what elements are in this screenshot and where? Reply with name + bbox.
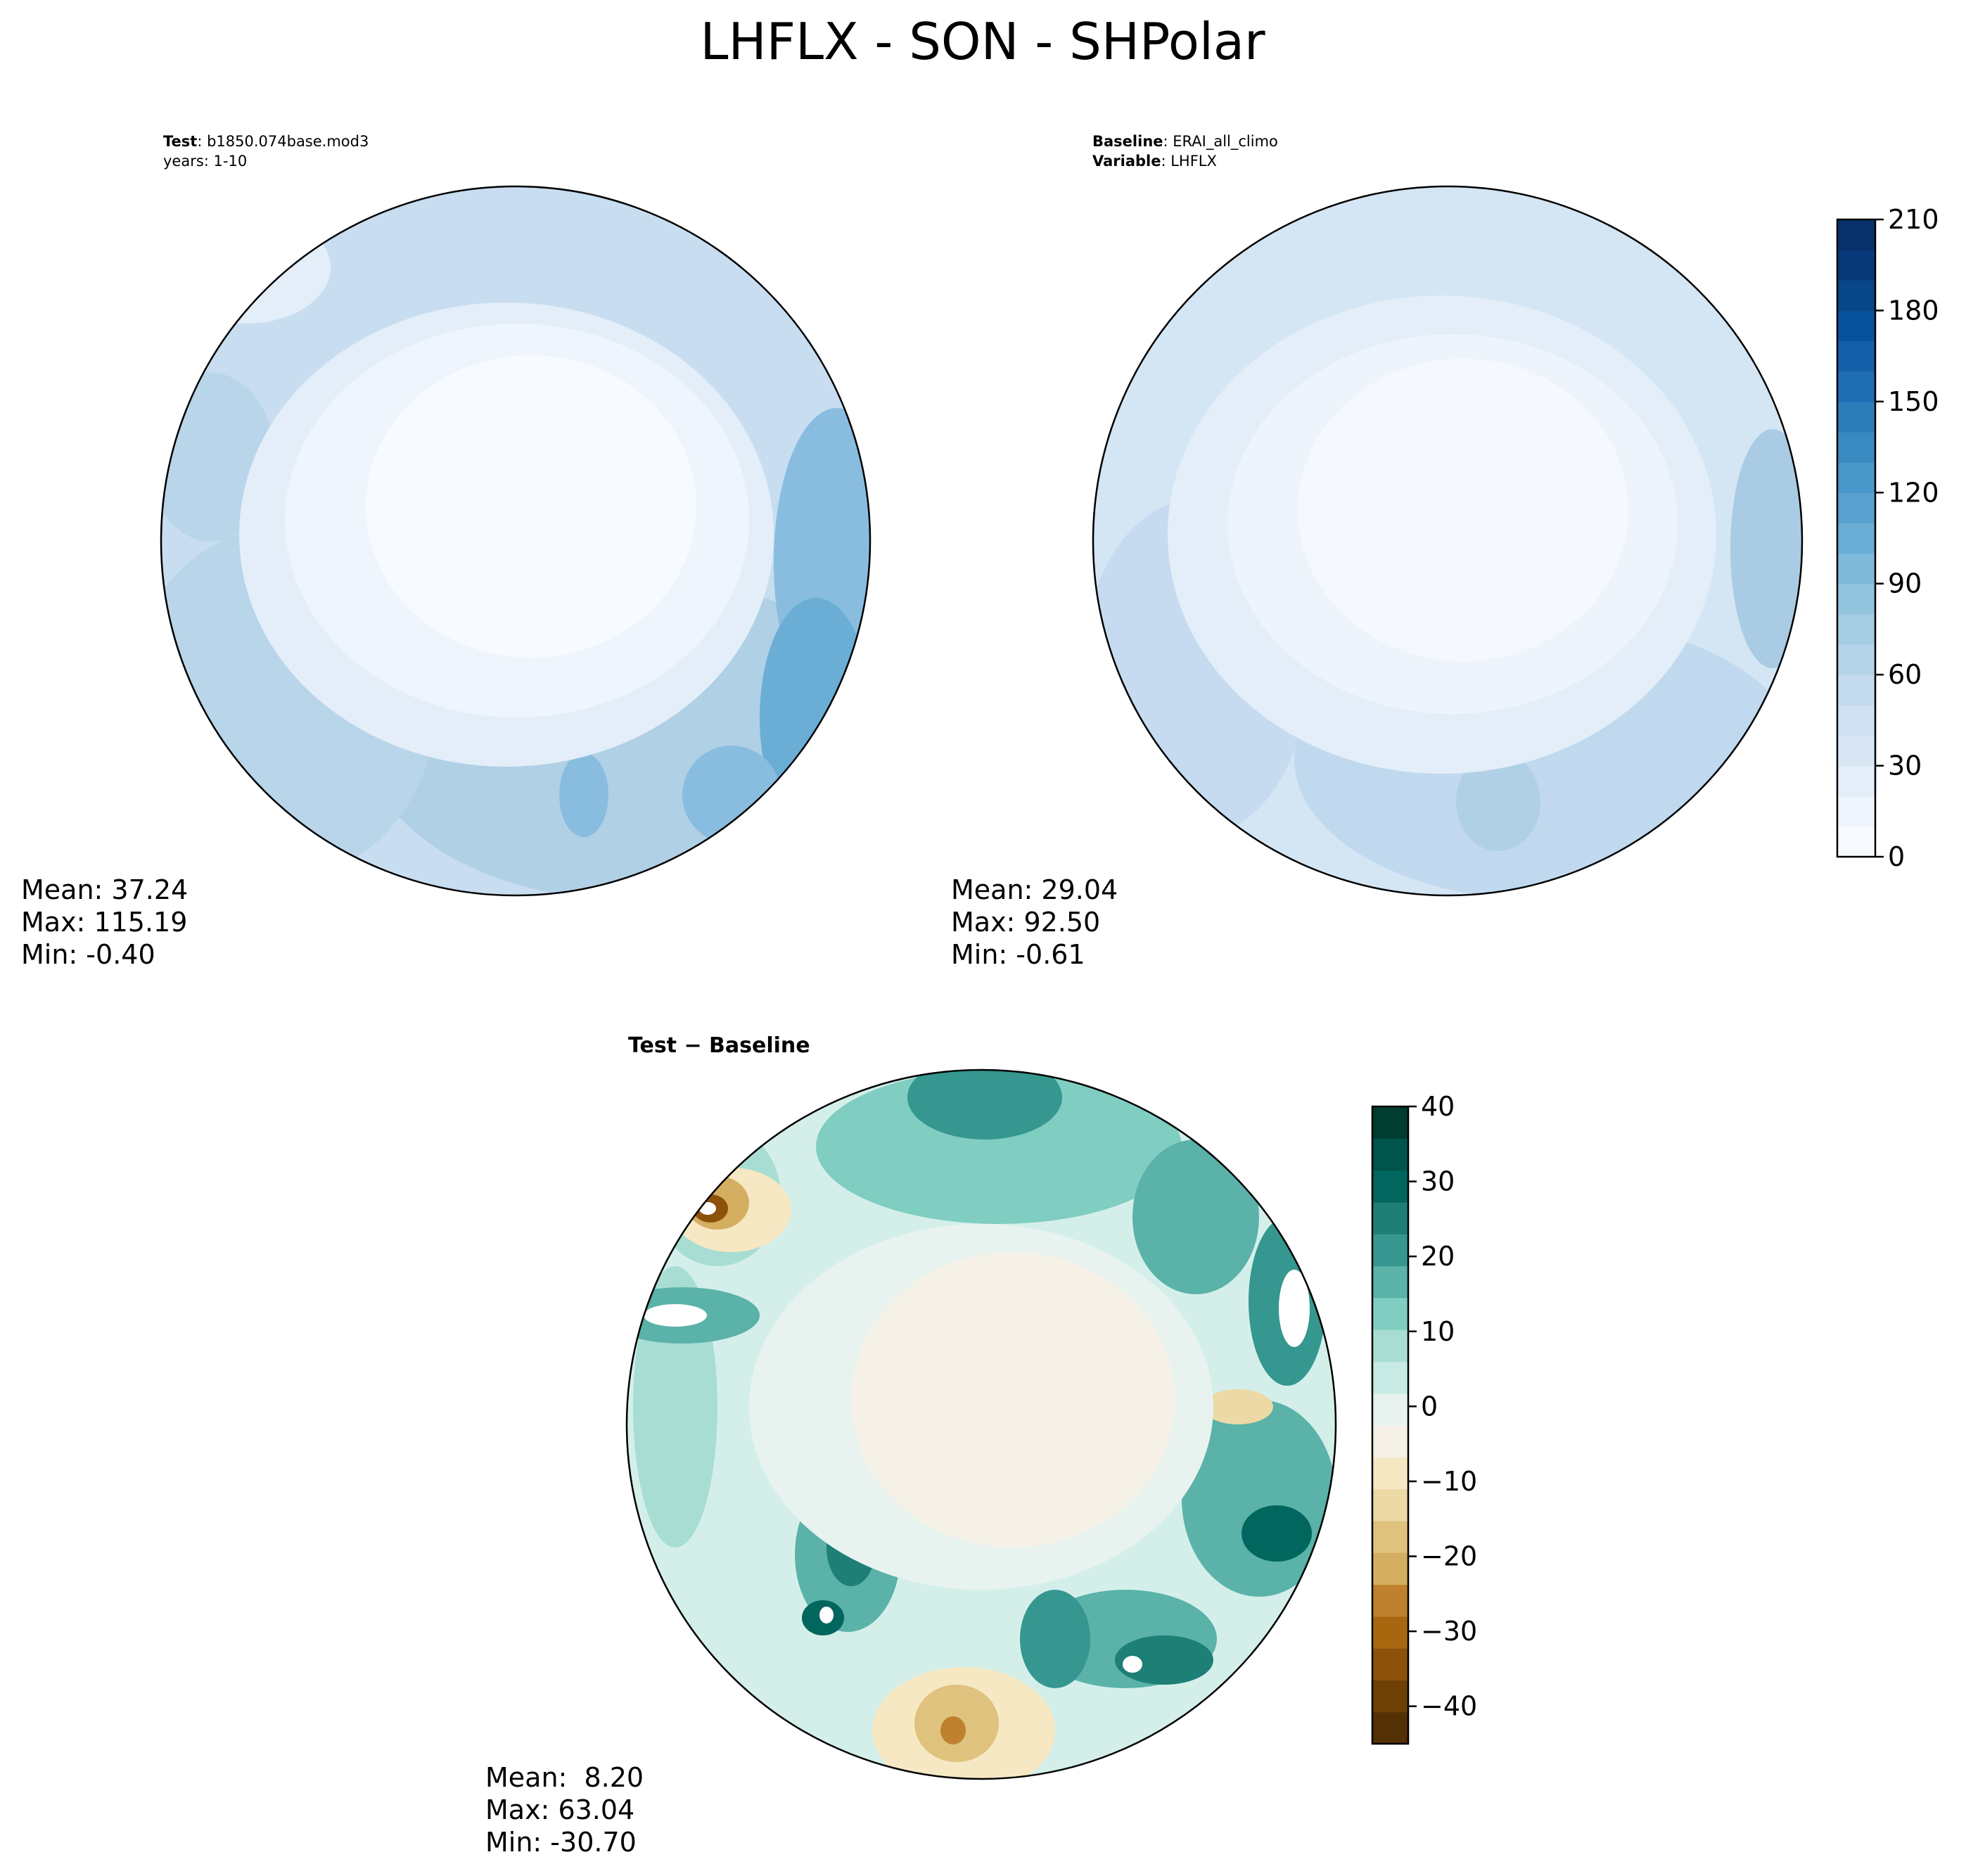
colorbar-swatch: [1372, 1201, 1408, 1234]
colorbar-tick-label: 90: [1888, 568, 1922, 599]
colorbar-brbg-ticks: 40 30 20 10 0 −10 −20 −30 −40: [1408, 1091, 1477, 1722]
colorbar-tick-label: 120: [1888, 477, 1939, 508]
colorbar-swatch: [1372, 1106, 1408, 1139]
colorbar-swatch: [1837, 250, 1875, 281]
colorbar-swatch: [1372, 1552, 1408, 1585]
colorbar-tick-label: 0: [1888, 841, 1905, 872]
colorbar-swatch: [1372, 1711, 1408, 1744]
baseline-stat-max: Max: 92.50: [951, 907, 1100, 938]
diff-map-boundary: [625, 1068, 1337, 1780]
colorbar-swatch: [1372, 1648, 1408, 1680]
colorbar-tick-label: 150: [1888, 386, 1939, 417]
colorbar-tick-label: 30: [1888, 751, 1922, 781]
colorbar-swatch: [1837, 462, 1875, 493]
colorbar-swatch: [1837, 675, 1875, 706]
test-stat-max: Max: 115.19: [21, 907, 187, 938]
baseline-variable-value: : LHFLX: [1161, 153, 1216, 170]
colorbar-tick-label: −30: [1421, 1616, 1477, 1647]
colorbar-tick-label: −40: [1421, 1691, 1477, 1722]
baseline-map-field: [1093, 186, 1802, 895]
colorbar-blues-ticks: 0 30 60 90 120 150 180 210: [1875, 204, 1939, 872]
colorbar-swatch: [1837, 371, 1875, 402]
colorbar-tick-label: 20: [1421, 1241, 1455, 1272]
colorbar-tick-label: 10: [1421, 1316, 1455, 1347]
colorbar-swatch: [1837, 310, 1875, 342]
diff-stat-max: Max: 63.04: [485, 1794, 634, 1825]
colorbar-swatch: [1372, 1393, 1408, 1426]
colorbar-swatch: [1372, 1680, 1408, 1713]
colorbar-swatch: [1837, 644, 1875, 675]
colorbar-tick-label: 210: [1888, 204, 1939, 235]
colorbar-brbg-frame: [1371, 1105, 1410, 1745]
colorbar-swatch: [1372, 1297, 1408, 1330]
colorbar-swatch: [1837, 613, 1875, 645]
colorbar-tick-label: −20: [1421, 1541, 1477, 1572]
baseline-header: Baseline: ERAI_all_climo: [1092, 133, 1278, 151]
colorbar-swatch: [1837, 553, 1875, 585]
diff-map-field: [627, 1070, 1336, 1779]
test-stat-min: Min: -0.40: [21, 939, 155, 970]
test-header-years: years: 1-10: [163, 153, 247, 170]
colorbar-swatch: [1837, 492, 1875, 524]
colorbar-swatch: [1837, 826, 1875, 857]
colorbar-swatch: [1837, 219, 1875, 250]
colorbar-swatch: [1372, 1520, 1408, 1553]
colorbar-swatch: [1372, 1170, 1408, 1203]
baseline-header-value: : ERAI_all_climo: [1163, 133, 1278, 151]
colorbar-swatch: [1837, 432, 1875, 463]
colorbar-swatch: [1837, 765, 1875, 797]
colorbar-tick-label: 30: [1421, 1166, 1455, 1197]
colorbar-swatch: [1372, 1138, 1408, 1171]
colorbar-tick-label: 0: [1421, 1391, 1438, 1422]
colorbar-tick-label: 40: [1421, 1091, 1455, 1122]
colorbar-swatch: [1372, 1584, 1408, 1617]
test-header-value: : b1850.074base.mod3: [197, 133, 369, 150]
baseline-header-variable: Variable: LHFLX: [1092, 153, 1217, 170]
colorbar-blues-frame: [1836, 218, 1877, 858]
test-stat-mean: Mean: 37.24: [21, 874, 188, 905]
baseline-stat-min: Min: -0.61: [951, 939, 1085, 970]
colorbar-swatch: [1372, 1425, 1408, 1457]
colorbar-swatch: [1837, 583, 1875, 615]
colorbar-blues: 0 30 60 90 120 150 180 210: [1836, 204, 1939, 872]
baseline-header-label: Baseline: [1092, 133, 1163, 150]
colorbar-swatch: [1837, 401, 1875, 433]
test-map-boundary: [160, 185, 872, 897]
test-map-field: [161, 186, 870, 895]
colorbar-swatch: [1837, 340, 1875, 372]
colorbar-swatch: [1372, 1234, 1408, 1267]
baseline-variable-label: Variable: [1092, 153, 1161, 170]
panel-test: Test: b1850.074base.mod3 years: 1-10 Mea…: [21, 133, 872, 970]
diff-header: Test − Baseline: [628, 1033, 810, 1058]
colorbar-swatch: [1372, 1329, 1408, 1362]
colorbar-tick-label: 60: [1888, 659, 1922, 690]
colorbar-swatch: [1837, 280, 1875, 312]
colorbar-tick-label: 180: [1888, 295, 1939, 326]
diff-stat-mean: Mean: 8.20: [485, 1762, 644, 1793]
baseline-stat-mean: Mean: 29.04: [951, 874, 1118, 905]
test-header: Test: b1850.074base.mod3: [163, 133, 369, 150]
panel-diff: Test − Baseline: [485, 1033, 1337, 1858]
colorbar-swatch: [1837, 796, 1875, 827]
test-header-label: Test: [163, 133, 197, 150]
colorbar-swatch: [1837, 735, 1875, 767]
colorbar-brbg-swatches: [1372, 1106, 1408, 1744]
colorbar-brbg: 40 30 20 10 0 −10 −20 −30 −40: [1371, 1091, 1477, 1745]
colorbar-swatch: [1372, 1616, 1408, 1649]
colorbar-swatch: [1837, 705, 1875, 736]
baseline-map-boundary: [1092, 185, 1804, 897]
colorbar-blues-swatches: [1837, 219, 1875, 857]
panel-baseline: Baseline: ERAI_all_climo Variable: LHFLX…: [951, 133, 1804, 970]
colorbar-tick-label: −10: [1421, 1466, 1477, 1497]
diff-stat-min: Min: -30.70: [485, 1827, 637, 1858]
figure-title: LHFLX - SON - SHPolar: [700, 12, 1265, 71]
colorbar-swatch: [1837, 523, 1875, 554]
colorbar-swatch: [1372, 1488, 1408, 1521]
colorbar-swatch: [1372, 1457, 1408, 1490]
colorbar-swatch: [1372, 1265, 1408, 1298]
colorbar-swatch: [1372, 1361, 1408, 1394]
